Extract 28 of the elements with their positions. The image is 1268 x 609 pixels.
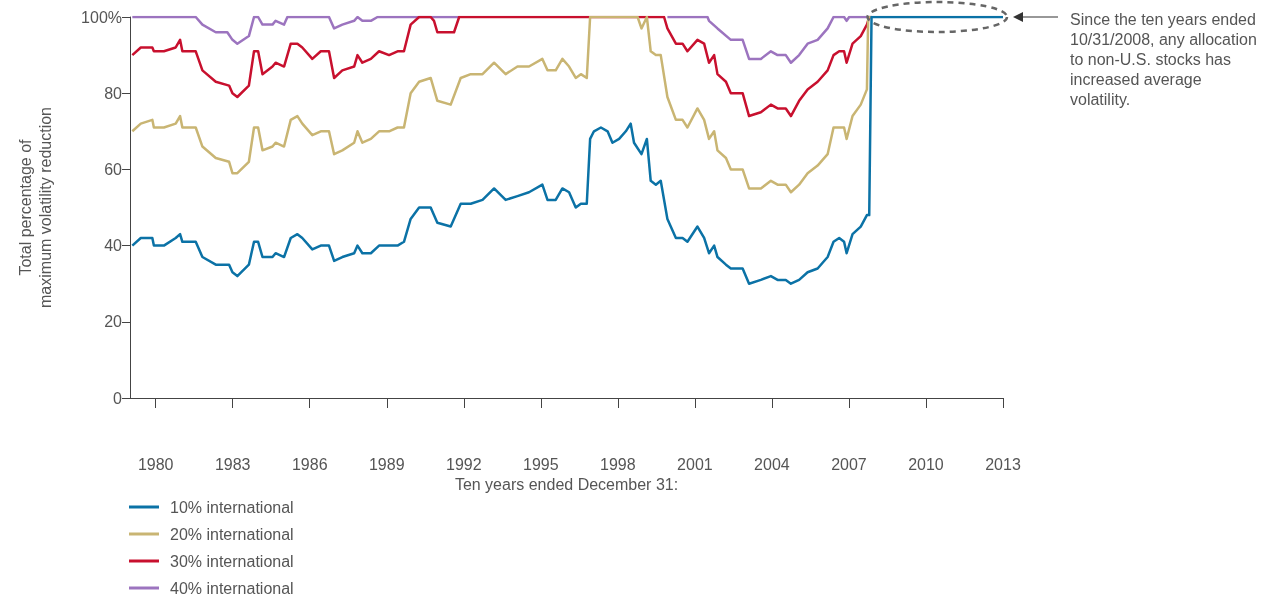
x-tick-label: 2010 <box>908 455 944 473</box>
x-tick-label: 1992 <box>446 455 482 473</box>
legend-label: 20% international <box>170 525 294 543</box>
x-tick-label: 1983 <box>214 455 251 473</box>
text: Since the ten years ended 10/31/2008, any allocation to non-U.S. stocks has increased average volatility. <box>1070 10 1258 110</box>
x-tick-label: 2007 <box>831 455 867 473</box>
legend-label: 10% international <box>170 498 294 516</box>
legend-label: 40% international <box>170 579 294 597</box>
x-tick-label: 1998 <box>600 455 636 473</box>
y-tick-label: 20 <box>104 313 123 331</box>
x-tick-label: 2013 <box>985 455 1021 473</box>
x-tick-label: 1980 <box>137 455 174 473</box>
y-axis-title: Total percentage of maximum volatility reduction <box>16 107 54 308</box>
y-tick-label: 100% <box>81 8 122 26</box>
x-tick-label: 1995 <box>523 455 559 473</box>
line-series <box>131 15 873 118</box>
y-tick-label: 60 <box>104 160 123 178</box>
legend-label: 30% international <box>170 552 294 570</box>
x-tick-label: 2001 <box>677 455 713 473</box>
y-tick-label: 0 <box>113 389 123 407</box>
y-tick-label: 40 <box>104 237 123 255</box>
line-series <box>131 15 1005 285</box>
x-tick-label: 1989 <box>368 455 405 473</box>
x-tick-label: 2004 <box>754 455 790 473</box>
y-tick-label: 80 <box>104 84 123 102</box>
line-series <box>131 15 873 194</box>
x-axis-title: Ten years ended December 31: <box>454 476 679 494</box>
x-tick-label: 1986 <box>291 455 328 473</box>
